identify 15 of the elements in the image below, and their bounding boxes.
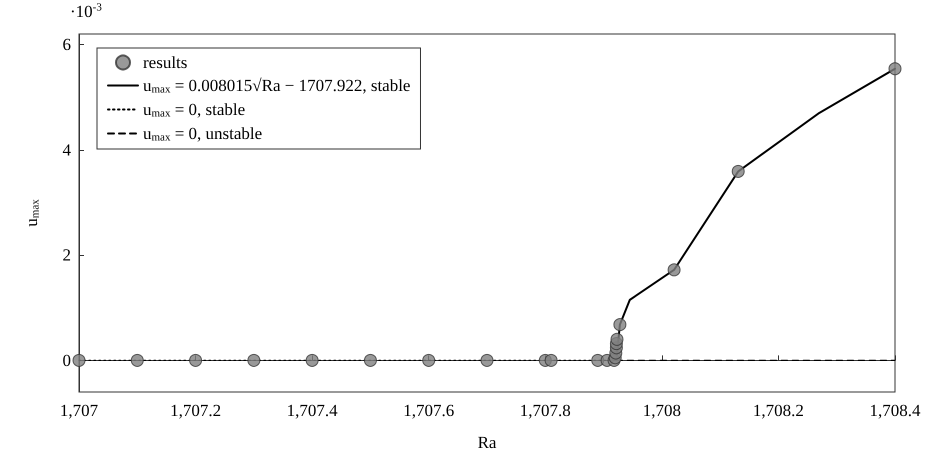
y-tick-label: 6 xyxy=(62,35,71,54)
x-axis-title: Ra xyxy=(478,433,497,452)
y-tick-label: 0 xyxy=(62,350,71,370)
x-tick-label: 1,707.6 xyxy=(403,401,454,420)
x-tick-label: 1,708.4 xyxy=(870,401,921,420)
legend-label: results xyxy=(143,53,188,72)
y-axis-title: umax xyxy=(22,198,42,227)
x-tick-label: 1,707.4 xyxy=(286,401,338,420)
x-tick-label: 1,707.2 xyxy=(170,401,222,420)
x-tick-label: 1,708.2 xyxy=(752,401,804,420)
y-tick-label: 4 xyxy=(62,140,72,160)
x-tick-label: 1,708 xyxy=(642,401,681,420)
x-tick-label: 1,707.8 xyxy=(520,401,571,420)
y-tick-label: 2 xyxy=(62,246,71,265)
x-tick-label: 1,707 xyxy=(60,401,99,420)
